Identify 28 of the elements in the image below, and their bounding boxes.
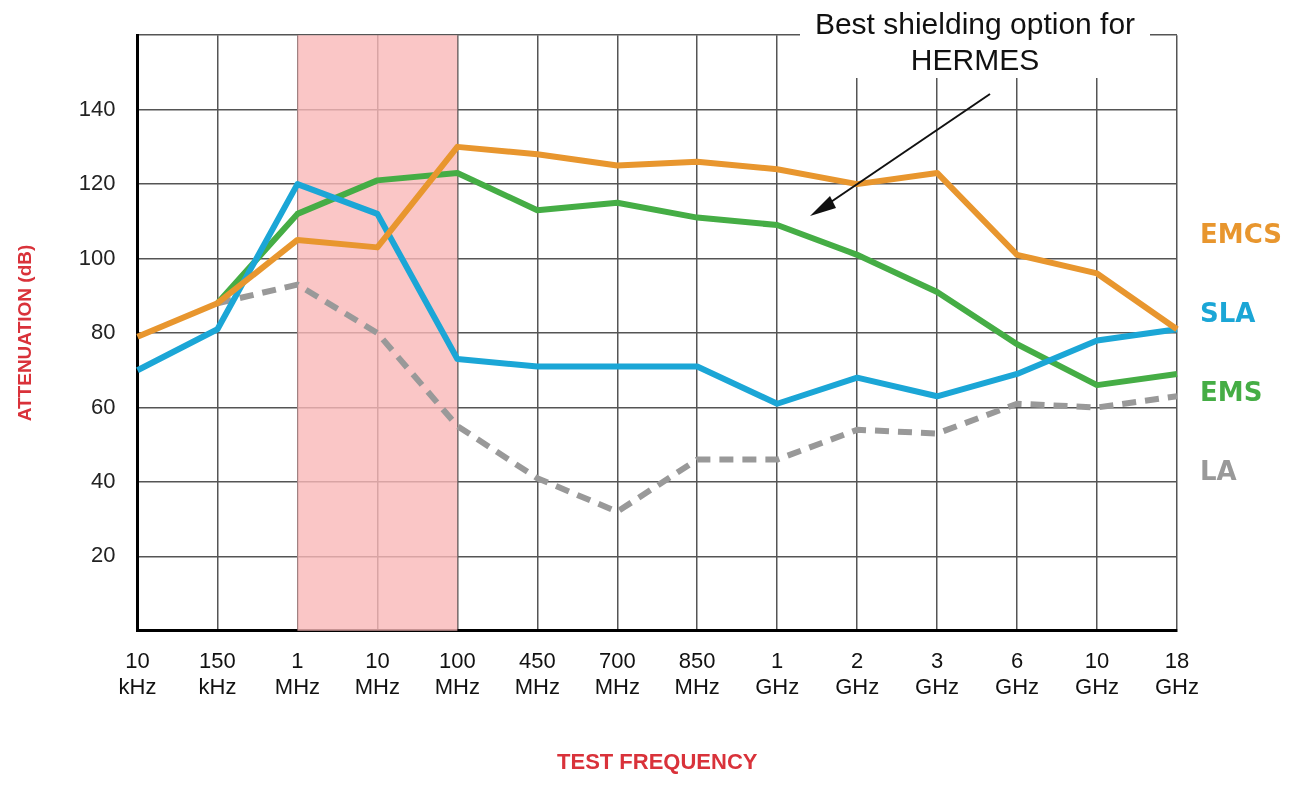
y-tick-label: 80 [91, 319, 116, 345]
series-label: EMS [1200, 376, 1264, 409]
text: LA [1200, 455, 1238, 488]
y-axis-title: ATTENUATION (dB) [13, 244, 35, 422]
x-tick-label: 700 MHz [594, 648, 640, 700]
x-tick-label: 18 GHz [1155, 648, 1199, 700]
x-tick-label: 2 GHz [835, 648, 880, 700]
x-tick-label: 100 MHz [434, 648, 480, 700]
y-tick-label: 20 [91, 542, 116, 568]
y-tick-label: 40 [91, 467, 116, 493]
text: EMCS [1200, 218, 1282, 251]
x-tick-label: 450 MHz [514, 648, 560, 700]
y-tick-label: 120 [78, 170, 116, 196]
x-tick-label: 6 GHz [995, 648, 1040, 700]
x-tick-label: 1 MHz [274, 648, 321, 700]
x-tick-label: 1 GHz [755, 648, 800, 700]
y-tick-label: 60 [91, 393, 116, 419]
x-tick-label: 150 kHz [198, 648, 237, 700]
series-label: SLA [1200, 297, 1257, 330]
y-tick-label: 140 [78, 95, 116, 121]
x-tick-label: 850 MHz [674, 648, 720, 700]
x-tick-label: 10 kHz [118, 648, 157, 700]
x-tick-label: 3 GHz [915, 648, 960, 700]
x-tick-label: 10 MHz [354, 648, 400, 700]
x-tick-label: 10 GHz [1075, 648, 1120, 700]
x-axis-title: TEST FREQUENCY [557, 748, 758, 774]
y-tick-label: 100 [78, 244, 116, 270]
annotation: Best shielding option for HERMES [800, 6, 1150, 78]
